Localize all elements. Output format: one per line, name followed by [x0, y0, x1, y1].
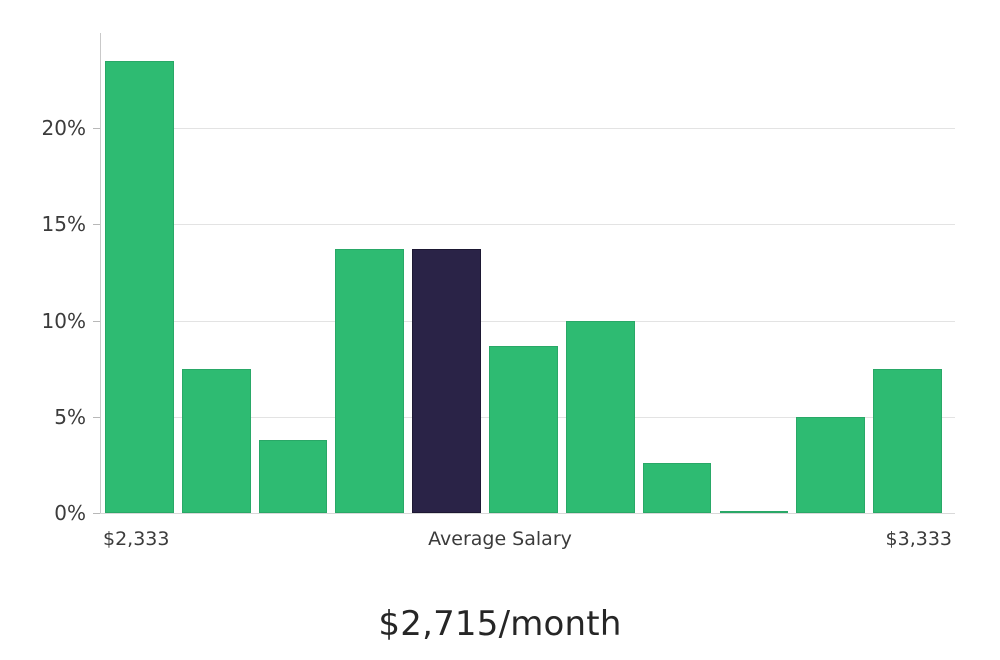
- y-axis-tick-mark: [93, 128, 100, 130]
- bar[interactable]: [719, 511, 789, 513]
- gridline: [105, 224, 955, 226]
- bar[interactable]: [181, 368, 251, 513]
- bar[interactable]: [335, 249, 405, 513]
- gridline: [105, 128, 955, 130]
- bar-highlighted[interactable]: [412, 249, 482, 513]
- bar[interactable]: [489, 345, 558, 513]
- y-axis-spine: [100, 33, 101, 514]
- bar[interactable]: [873, 368, 942, 513]
- bar[interactable]: [258, 439, 328, 513]
- gridline: [105, 320, 955, 322]
- y-axis-tick-label: 15%: [41, 212, 86, 237]
- average-salary-caption: $2,715/month: [378, 604, 622, 644]
- y-axis-tick-label: 5%: [54, 404, 86, 429]
- y-axis-tick-label: 10%: [41, 308, 86, 333]
- y-axis-labels: 0% 5% 10% 15% 20%: [0, 0, 86, 660]
- x-axis-label-right: $3,333: [885, 528, 952, 550]
- y-axis-tick-label: 20%: [41, 116, 86, 141]
- x-axis-label-center: Average Salary: [428, 528, 572, 550]
- x-axis-label-left: $2,333: [103, 528, 170, 550]
- gridline: [100, 513, 955, 514]
- y-axis-tick-mark: [93, 320, 100, 322]
- bar[interactable]: [796, 416, 866, 513]
- y-axis-tick-label: 0%: [54, 501, 86, 525]
- bar[interactable]: [565, 320, 635, 513]
- y-axis-tick-mark: [93, 224, 100, 226]
- y-axis-tick-mark: [93, 513, 100, 514]
- bar[interactable]: [642, 462, 712, 513]
- y-axis-tick-mark: [93, 416, 100, 418]
- bar[interactable]: [105, 60, 174, 513]
